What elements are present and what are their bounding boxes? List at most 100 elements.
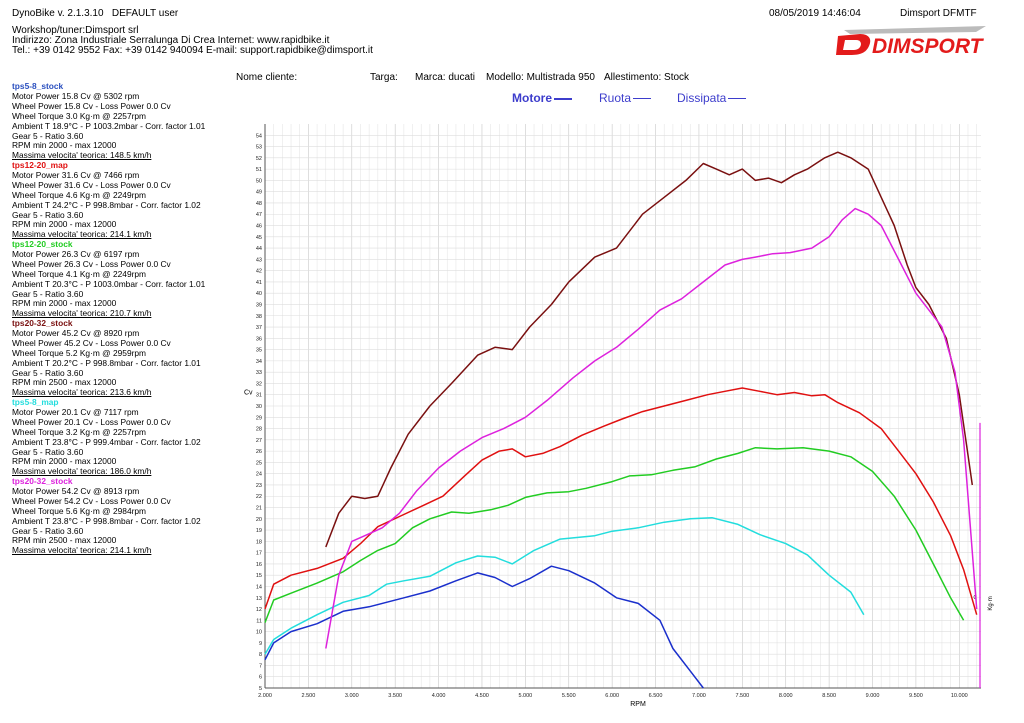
y-tick-label: 19 [256,528,262,534]
run-line: RPM min 2000 - max 12000 [12,219,117,230]
y-tick-label: 30 [256,404,262,410]
run-line: RPM min 2000 - max 12000 [12,140,117,151]
right-tick-label: 0 [973,595,976,601]
x-tick-label: 10.000 [951,693,968,699]
logo-wordmark: DIMSPORT [872,35,985,58]
run-line: Gear 5 - Ratio 3.60 [12,209,84,220]
x-tick-label: 3.500 [388,693,402,699]
right-axis-label: Kg·m [988,596,994,610]
y-tick-label: 15 [256,573,262,579]
run-block: tps12-20_map Motor Power 31.6 Cv @ 7466 r… [12,160,242,240]
run-line: Motor Power 45.2 Cv @ 8920 rpm [12,327,140,338]
y-tick-label: 35 [256,348,262,354]
y-tick-label: 24 [256,472,262,478]
legend-ruota-line [633,98,652,100]
run-title: tps12-20_map [12,160,68,170]
legend-motore[interactable]: Motore [512,91,572,105]
plate: Targa: [370,72,398,83]
y-tick-label: 36 [256,336,262,342]
x-tick-label: 9.000 [866,693,880,699]
y-tick-label: 45 [256,235,262,241]
y-tick-label: 48 [256,201,262,207]
workshop-info: Workshop/tuner:Dimsport srl Indirizzo: Z… [12,26,373,56]
y-tick-label: 27 [256,438,262,444]
run-line: Ambient T 23.8°C - P 999.4mbar - Corr. f… [12,436,201,447]
user-label: DEFAULT user [111,8,179,19]
y-tick-label: 50 [256,178,262,184]
y-tick-label: 11 [256,618,262,624]
y-tick-label: 20 [256,517,262,523]
run-line: RPM min 2000 - max 12000 [12,298,117,309]
legend-dissipata-label: Dissipata [677,91,727,105]
series-line [325,151,974,548]
contact-line: Tel.: +39 0142 9552 Fax: +39 0142 940094… [12,45,373,56]
run-block: tps20-32_stock Motor Power 45.2 Cv @ 8920… [12,318,242,398]
y-tick-label: 53 [256,145,262,151]
y-tick-label: 22 [256,494,262,500]
run-title: tps5-8_map [12,397,59,407]
y-axis-label: Cv [244,390,253,397]
x-tick-label: 5.500 [562,693,576,699]
legend-dissipata[interactable]: Dissipata [677,91,747,105]
legend-ruota-label: Ruota [599,91,632,105]
y-tick-label: 5 [259,686,262,692]
run-line: Motor Power 31.6 Cv @ 7466 rpm [12,169,140,180]
run-line: Ambient T 20.2°C - P 998.8mbar - Corr. f… [12,357,201,368]
y-tick-label: 51 [256,167,262,173]
run-line: Wheel Torque 3.2 Kg·m @ 2257rpm [12,426,147,437]
run-title: tps20-32_stock [12,476,73,486]
y-tick-label: 16 [256,562,262,568]
y-tick-label: 47 [256,212,262,218]
y-tick-label: 21 [256,506,262,512]
y-tick-label: 34 [256,359,262,365]
run-line: Motor Power 20.1 Cv @ 7117 rpm [12,406,139,417]
run-block: tps12-20_stock Motor Power 26.3 Cv @ 6197… [12,239,242,319]
y-tick-label: 40 [256,291,262,297]
run-block: tps5-8_stock Motor Power 15.8 Cv @ 5302 r… [12,81,242,161]
run-line: Wheel Torque 4.6 Kg·m @ 2249rpm [12,189,147,200]
y-tick-label: 7 [259,663,262,669]
run-block: tps5-8_map Motor Power 20.1 Cv @ 7117 rpm… [12,397,242,477]
y-tick-label: 9 [259,641,262,647]
y-tick-label: 32 [256,381,262,387]
brand: Marca: ducati [415,72,476,83]
y-tick-label: 38 [256,314,262,320]
y-tick-label: 8 [259,652,262,658]
workshop-line: Workshop/tuner:Dimsport srl [12,25,139,36]
x-tick-label: 8.500 [822,693,836,699]
x-axis-label: RPM [630,701,646,708]
run-max-speed: Massima velocita' teorica: 214.1 km/h [12,545,152,556]
x-tick-label: 2.500 [302,693,316,699]
run-max-speed: Massima velocita' teorica: 186.0 km/h [12,466,152,477]
x-tick-label: 6.500 [649,693,663,699]
x-tick-label: 7.000 [692,693,706,699]
run-line: Wheel Torque 4.1 Kg·m @ 2249rpm [12,268,147,279]
series-line [325,207,978,649]
y-tick-label: 52 [256,156,262,162]
y-tick-label: 12 [256,607,262,613]
trim: Allestimento: Stock [604,72,690,83]
run-line: RPM min 2000 - max 12000 [12,456,117,467]
run-line: Wheel Power 20.1 Cv - Loss Power 0.0 Cv [12,416,171,427]
y-tick-label: 13 [256,596,262,602]
y-tick-label: 37 [256,325,262,331]
run-line: Ambient T 20.3°C - P 1003.0mbar - Corr. … [12,278,206,289]
run-line: Wheel Power 54.2 Cv - Loss Power 0.0 Cv [12,495,171,506]
y-tick-label: 17 [256,551,262,557]
legend-ruota[interactable]: Ruota [599,91,652,105]
x-tick-label: 8.000 [779,693,793,699]
y-tick-label: 39 [256,302,262,308]
y-tick-label: 31 [256,393,262,399]
model: Modello: Multistrada 950 [486,72,595,83]
run-line: Gear 5 - Ratio 3.60 [12,367,84,378]
run-title: tps5-8_stock [12,81,64,91]
y-tick-label: 46 [256,224,262,230]
run-line: Wheel Torque 5.6 Kg·m @ 2984rpm [12,505,147,516]
y-tick-label: 29 [256,415,262,421]
run-line: RPM min 2500 - max 12000 [12,377,117,388]
run-line: Gear 5 - Ratio 3.60 [12,525,84,536]
run-line: Gear 5 - Ratio 3.60 [12,288,84,299]
legend-motore-label: Motore [512,91,552,105]
run-line: Ambient T 18.9°C - P 1003.2mbar - Corr. … [12,120,206,131]
legend-motore-line [554,97,572,100]
